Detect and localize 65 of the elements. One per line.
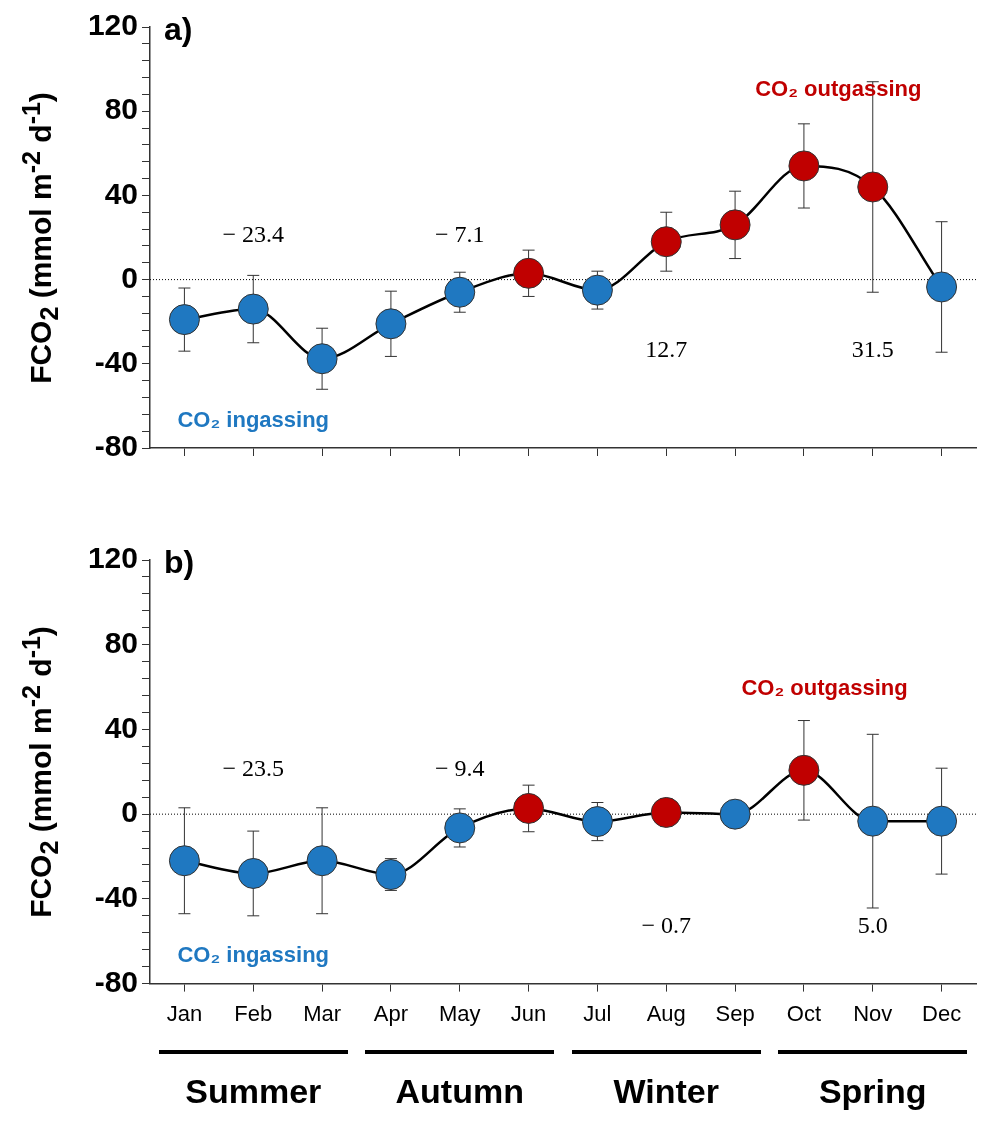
point — [237, 857, 269, 889]
annotation: CO₂ outgassing — [741, 675, 908, 701]
point — [650, 796, 682, 828]
point — [306, 845, 338, 877]
x-tick-label: Mar — [303, 1000, 342, 1026]
y-tick-label: 80 — [104, 92, 138, 126]
point — [857, 171, 889, 203]
x-tick-label: Nov — [853, 1000, 893, 1026]
y-tick-label: 120 — [87, 541, 138, 575]
y-tick-label: -40 — [94, 880, 138, 914]
annotation: 31.5 — [851, 336, 894, 363]
text: Winter — [613, 1072, 719, 1111]
text: Autumn — [395, 1072, 524, 1111]
annotation: 5.0 — [857, 911, 888, 938]
annotation: b) — [164, 543, 195, 580]
y-tick-label: -80 — [94, 964, 138, 998]
point — [926, 805, 958, 837]
y-tick-label: 0 — [121, 260, 138, 294]
y-tick-label: 40 — [104, 176, 138, 210]
point — [306, 343, 338, 375]
point — [513, 257, 545, 289]
x-tick-label: Jul — [583, 1000, 612, 1026]
x-tick-label: Jan — [166, 1000, 203, 1026]
point — [168, 845, 200, 877]
point — [581, 806, 613, 838]
point — [788, 150, 820, 182]
x-tick-label: Sep — [715, 1000, 755, 1026]
point — [375, 859, 407, 891]
y-tick-label: 80 — [104, 625, 138, 659]
point — [513, 792, 545, 824]
point — [237, 293, 269, 325]
point — [788, 754, 820, 786]
annotation: CO₂ ingassing — [177, 406, 330, 432]
y-tick-label: 0 — [121, 795, 138, 829]
annotation: a) — [164, 10, 193, 47]
point — [719, 798, 751, 830]
text: Summer — [185, 1072, 322, 1111]
y-tick-label: 40 — [104, 710, 138, 744]
point — [581, 274, 613, 306]
x-tick-label: Dec — [922, 1000, 962, 1026]
y-tick-label: 120 — [87, 8, 138, 42]
annotation: CO₂ ingassing — [177, 942, 330, 968]
x-tick-label: Jun — [510, 1000, 547, 1026]
annotation: − 9.4 — [434, 754, 485, 781]
annotation: − 23.4 — [222, 220, 285, 247]
point — [375, 308, 407, 340]
annotation: − 7.1 — [434, 220, 485, 247]
text: Spring — [818, 1072, 927, 1111]
annotation: − 23.5 — [222, 754, 285, 781]
x-tick-label: Feb — [234, 1000, 273, 1026]
point — [926, 271, 958, 303]
point — [168, 304, 200, 336]
point — [719, 209, 751, 241]
y-tick-label: -40 — [94, 345, 138, 379]
point — [650, 226, 682, 258]
x-tick-label: Aug — [646, 1000, 686, 1026]
point — [444, 276, 476, 308]
annotation: − 0.7 — [641, 911, 692, 938]
y-tick-label: -80 — [94, 429, 138, 463]
x-tick-label: May — [438, 1000, 481, 1026]
x-tick-label: Apr — [373, 1000, 409, 1026]
x-tick-label: Oct — [786, 1000, 822, 1026]
annotation: 12.7 — [645, 336, 688, 363]
point — [444, 812, 476, 844]
point — [857, 805, 889, 837]
